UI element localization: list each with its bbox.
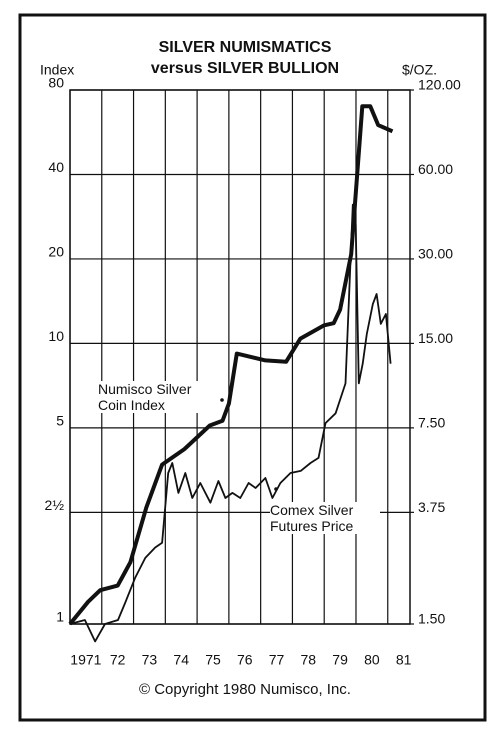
y2-tick-label: 60.00 — [418, 161, 453, 177]
y2-tick-label: 1.50 — [418, 611, 445, 627]
y2-tick-label: 3.75 — [418, 499, 445, 515]
y-tick-label: 20 — [48, 244, 64, 260]
pointer-dot — [220, 398, 224, 402]
x-tick-label: 72 — [110, 652, 126, 668]
y2-tick-label: 15.00 — [418, 330, 453, 346]
y-tick-label: 10 — [48, 328, 64, 344]
y-axis-label: Index — [40, 62, 74, 78]
series-line — [69, 203, 392, 643]
series-label: Numisco Silver Coin Index — [98, 381, 210, 413]
y-tick-label: 40 — [48, 159, 64, 175]
chart-title: SILVER NUMISMATICS — [159, 39, 332, 56]
x-tick-label: 76 — [237, 652, 253, 668]
x-tick-label: 75 — [205, 652, 221, 668]
x-tick-label: 79 — [332, 652, 348, 668]
y-tick-label: 5 — [56, 413, 64, 429]
x-tick-label: 77 — [269, 652, 285, 668]
y-tick-label: 80 — [48, 75, 64, 91]
x-tick-label: 74 — [173, 652, 189, 668]
y2-tick-label: 120.00 — [418, 77, 461, 93]
x-tick-label: 80 — [364, 652, 380, 668]
y2-tick-label: 7.50 — [418, 415, 445, 431]
footer: © Copyright 1980 Numisco, Inc. — [139, 681, 351, 698]
chart-subtitle: versus SILVER BULLION — [151, 60, 339, 77]
border — [18, 13, 487, 722]
series-line — [68, 104, 394, 626]
series-label: Comex Silver Futures Price — [270, 502, 380, 534]
x-tick-label: 73 — [142, 652, 158, 668]
x-tick-label: 1971 — [70, 652, 101, 668]
x-tick-label: 78 — [301, 652, 317, 668]
y2-tick-label: 30.00 — [418, 246, 453, 262]
y-tick-label: 1 — [56, 609, 64, 625]
y-tick-label: 2½ — [45, 497, 65, 513]
y2-axis-label: $/OZ. — [402, 62, 437, 78]
x-tick-label: 81 — [396, 652, 412, 668]
